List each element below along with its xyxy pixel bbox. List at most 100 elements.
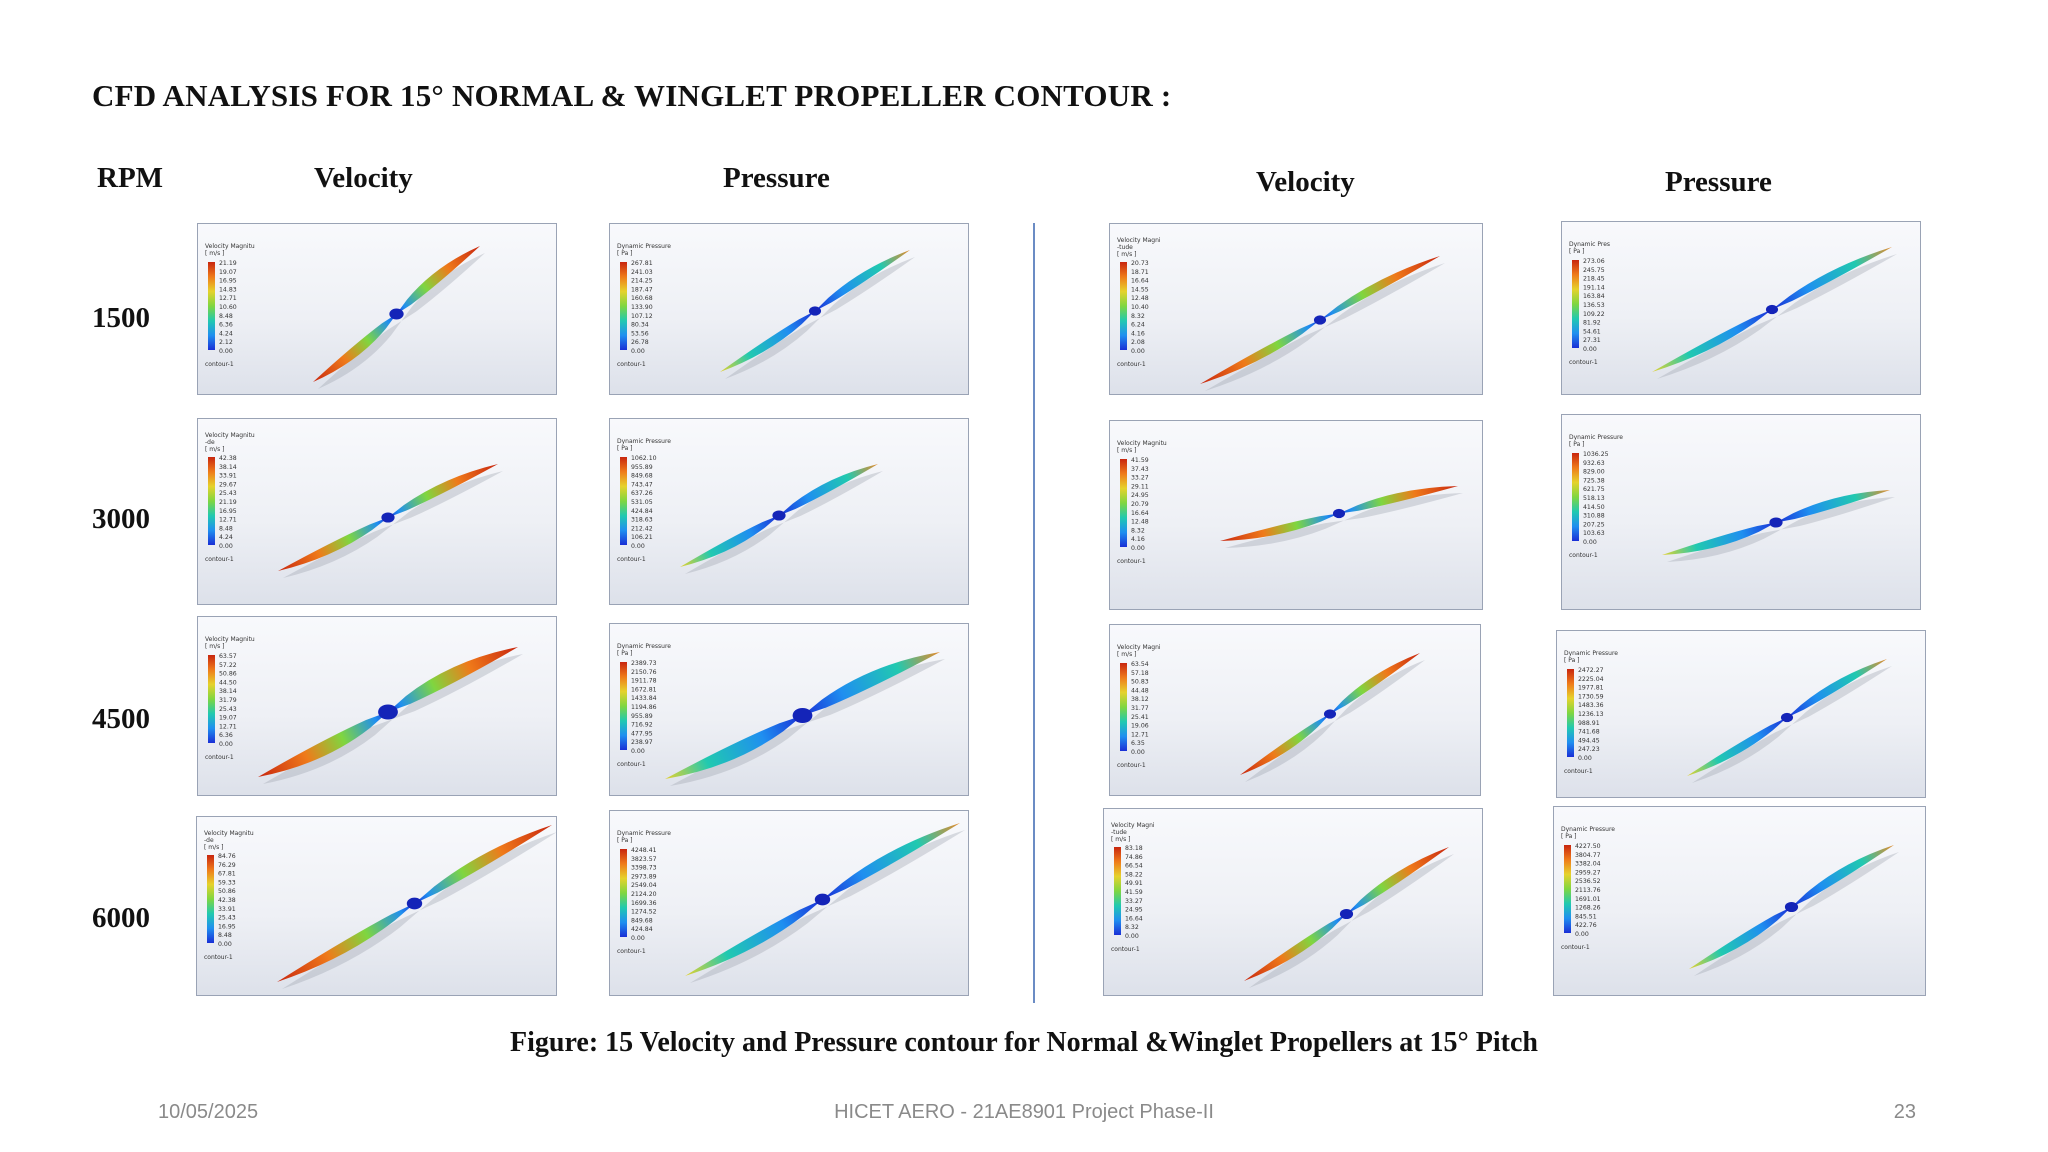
legend-value: 1730.59 xyxy=(1578,693,1604,700)
propeller-hub xyxy=(378,704,398,720)
legend-value: 59.33 xyxy=(218,879,236,886)
legend-title: Dynamic Pressure xyxy=(617,243,671,250)
contour-graphic: Dynamic Pres[ Pa ] 273.06 245.75 218.45191.… xyxy=(1569,241,1897,379)
legend-value: 2.08 xyxy=(1131,339,1145,346)
legend-value: 16.95 xyxy=(218,923,236,930)
contour-panel-normal-velocity-6000: Velocity Magnitu -de[ m/s ] 84.76 76.29 67.8… xyxy=(196,816,557,996)
legend-value: 621.75 xyxy=(1583,486,1605,493)
legend-value: 16.64 xyxy=(1131,510,1149,517)
legend-value: 10.40 xyxy=(1131,304,1149,311)
propeller-shadow xyxy=(1657,254,1897,379)
legend-value: 0.00 xyxy=(1131,545,1145,552)
legend-value: 50.86 xyxy=(218,888,236,895)
legend-value: 14.83 xyxy=(219,286,237,293)
propeller-hub xyxy=(381,512,395,523)
legend-value: 4227.50 xyxy=(1575,843,1601,850)
legend-value: 0.00 xyxy=(219,348,233,355)
legend-value: 2536.52 xyxy=(1575,878,1601,885)
legend-value: 10.60 xyxy=(219,304,237,311)
legend-colorbar xyxy=(208,457,215,545)
legend-value: 741.68 xyxy=(1578,729,1600,736)
legend-value: 267.81 xyxy=(631,260,653,267)
legend-value: 18.71 xyxy=(1131,269,1149,276)
legend-title: [ m/s ] xyxy=(205,643,225,650)
contour-panel-normal-pressure-4500: Dynamic Pressure[ Pa ] 2389.73 2150.76 1911… xyxy=(609,623,969,796)
legend-title: Dynamic Pressure xyxy=(1569,434,1623,441)
legend-value: 19.07 xyxy=(219,715,237,722)
propeller-shadow xyxy=(1694,852,1899,976)
legend-footer: contour-1 xyxy=(617,761,646,768)
propeller-hub xyxy=(1313,315,1327,325)
legend-value: 44.50 xyxy=(219,679,237,686)
legend-value: 4.24 xyxy=(219,534,233,541)
legend-colorbar xyxy=(208,655,215,743)
legend-value: 2124.20 xyxy=(631,891,657,898)
contour-graphic: Velocity Magnitu-de[ m/s ] 42.38 38.14 33.9… xyxy=(205,432,503,578)
legend-footer: contour-1 xyxy=(1111,946,1140,953)
legend-value: 0.00 xyxy=(631,935,645,942)
legend-value: 0.00 xyxy=(1125,933,1139,940)
legend-value: 829.00 xyxy=(1583,469,1605,476)
legend-value: 42.38 xyxy=(219,455,237,462)
contour-panel-winglet-pressure-6000: Dynamic Pressure[ Pa ] 4227.50 3804.77 3382… xyxy=(1553,806,1926,996)
propeller-hub xyxy=(772,510,786,521)
legend-value: 21.19 xyxy=(219,499,237,506)
legend-title: [ m/s ] xyxy=(204,844,224,851)
contour-graphic: Velocity Magnitu[ m/s ] 21.19 19.07 16.9514… xyxy=(205,243,485,389)
legend-title: -tude xyxy=(1111,829,1127,836)
legend-value: 494.45 xyxy=(1578,737,1600,744)
legend-value: 247.23 xyxy=(1578,746,1600,753)
propeller-hub xyxy=(389,308,404,320)
legend-value: 16.64 xyxy=(1131,278,1149,285)
legend-value: 0.00 xyxy=(219,543,233,550)
legend-colorbar xyxy=(1120,663,1127,751)
legend-value: 31.79 xyxy=(219,697,237,704)
legend-value: 6.36 xyxy=(219,732,233,739)
legend-value: 1691.01 xyxy=(1575,896,1601,903)
legend-colorbar xyxy=(1114,847,1121,935)
legend-title: [ Pa ] xyxy=(617,445,633,452)
propeller-shadow xyxy=(282,832,556,989)
legend-value: 1699.36 xyxy=(631,900,657,907)
legend-value: 241.03 xyxy=(631,269,653,276)
winglet-velocity-header: Velocity xyxy=(1256,166,1355,198)
legend-value: 845.51 xyxy=(1575,913,1597,920)
legend-value: 2150.76 xyxy=(631,669,657,676)
legend-title: [ m/s ] xyxy=(1117,251,1137,258)
legend-value: 1483.36 xyxy=(1578,702,1604,709)
legend-value: 26.78 xyxy=(631,339,649,346)
legend-value: 42.38 xyxy=(218,897,236,904)
legend-value: 0.00 xyxy=(631,748,645,755)
legend-value: 19.06 xyxy=(1131,723,1149,730)
legend-value: 0.00 xyxy=(1131,749,1145,756)
legend-title: [ m/s ] xyxy=(1111,836,1131,843)
legend-footer: contour-1 xyxy=(1117,762,1146,769)
contour-panel-normal-velocity-4500: Velocity Magnitu[ m/s ] 63.57 57.22 50.86 44… xyxy=(197,616,557,796)
legend-value: 2225.04 xyxy=(1578,676,1604,683)
legend-title: Velocity Magni xyxy=(1111,822,1155,829)
contour-panel-winglet-pressure-3000: Dynamic Pressure[ Pa ] 1036.25 932.63 829.0… xyxy=(1561,414,1921,610)
legend-value: 31.77 xyxy=(1131,705,1149,712)
legend-value: 38.14 xyxy=(219,464,237,471)
legend-value: 318.63 xyxy=(631,517,653,524)
legend-colorbar xyxy=(1120,262,1127,350)
legend-value: 3382.04 xyxy=(1575,861,1601,868)
contour-panel-winglet-velocity-6000: Velocity Magni -tude[ m/s ] 83.18 74.86 66.5… xyxy=(1103,808,1483,996)
legend-value: 106.21 xyxy=(631,534,653,541)
legend-value: 16.95 xyxy=(219,278,237,285)
legend-title: Dynamic Pres xyxy=(1569,241,1610,248)
legend-value: 57.18 xyxy=(1131,670,1149,677)
legend-title: Velocity Magni xyxy=(1117,644,1161,651)
legend-value: 2113.76 xyxy=(1575,887,1601,894)
legend-title: [ Pa ] xyxy=(1561,833,1577,840)
legend-value: 57.22 xyxy=(219,662,237,669)
legend-value: 58.22 xyxy=(1125,871,1143,878)
rpm-column-header: RPM xyxy=(97,162,164,194)
legend-colorbar xyxy=(1572,260,1579,348)
legend-value: 38.14 xyxy=(219,688,237,695)
legend-title: [ m/s ] xyxy=(1117,447,1137,454)
legend-value: 33.27 xyxy=(1131,475,1149,482)
legend-title: [ Pa ] xyxy=(1569,248,1585,255)
propeller-hub xyxy=(1323,709,1337,719)
legend-value: 0.00 xyxy=(218,941,232,948)
